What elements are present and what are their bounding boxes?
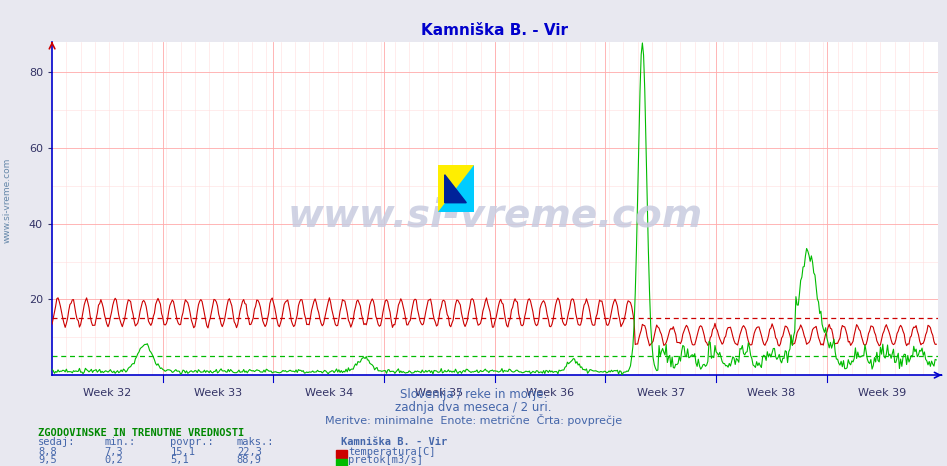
Text: sedaj:: sedaj: xyxy=(38,438,76,447)
Text: Week 36: Week 36 xyxy=(527,389,574,398)
Text: ZGODOVINSKE IN TRENUTNE VREDNOSTI: ZGODOVINSKE IN TRENUTNE VREDNOSTI xyxy=(38,428,244,438)
Text: 88,9: 88,9 xyxy=(237,455,261,465)
Text: Week 37: Week 37 xyxy=(636,389,685,398)
Text: maks.:: maks.: xyxy=(237,438,275,447)
Title: Kamniška B. - Vir: Kamniška B. - Vir xyxy=(421,23,568,38)
Text: temperatura[C]: temperatura[C] xyxy=(348,447,436,457)
Text: www.si-vreme.com: www.si-vreme.com xyxy=(3,158,12,243)
Text: Kamniška B. - Vir: Kamniška B. - Vir xyxy=(341,438,447,447)
Text: pretok[m3/s]: pretok[m3/s] xyxy=(348,455,423,465)
Text: Week 38: Week 38 xyxy=(747,389,795,398)
Text: www.si-vreme.com: www.si-vreme.com xyxy=(287,196,703,234)
Text: Week 39: Week 39 xyxy=(858,389,906,398)
Text: Week 35: Week 35 xyxy=(416,389,463,398)
Text: min.:: min.: xyxy=(104,438,135,447)
Text: Week 32: Week 32 xyxy=(83,389,132,398)
Text: Meritve: minimalne  Enote: metrične  Črta: povprečje: Meritve: minimalne Enote: metrične Črta:… xyxy=(325,414,622,425)
Text: zadnja dva meseca / 2 uri.: zadnja dva meseca / 2 uri. xyxy=(395,401,552,414)
Polygon shape xyxy=(445,175,466,203)
Text: 7,3: 7,3 xyxy=(104,447,123,457)
Text: 22,3: 22,3 xyxy=(237,447,261,457)
Text: 15,1: 15,1 xyxy=(170,447,195,457)
Text: 0,2: 0,2 xyxy=(104,455,123,465)
Text: Week 33: Week 33 xyxy=(194,389,242,398)
Text: Week 34: Week 34 xyxy=(305,389,353,398)
Text: Slovenija / reke in morje.: Slovenija / reke in morje. xyxy=(400,389,547,401)
Polygon shape xyxy=(438,165,474,212)
Text: 8,8: 8,8 xyxy=(38,447,57,457)
Text: 9,5: 9,5 xyxy=(38,455,57,465)
Text: 5,1: 5,1 xyxy=(170,455,189,465)
Text: povpr.:: povpr.: xyxy=(170,438,214,447)
Polygon shape xyxy=(438,165,474,212)
